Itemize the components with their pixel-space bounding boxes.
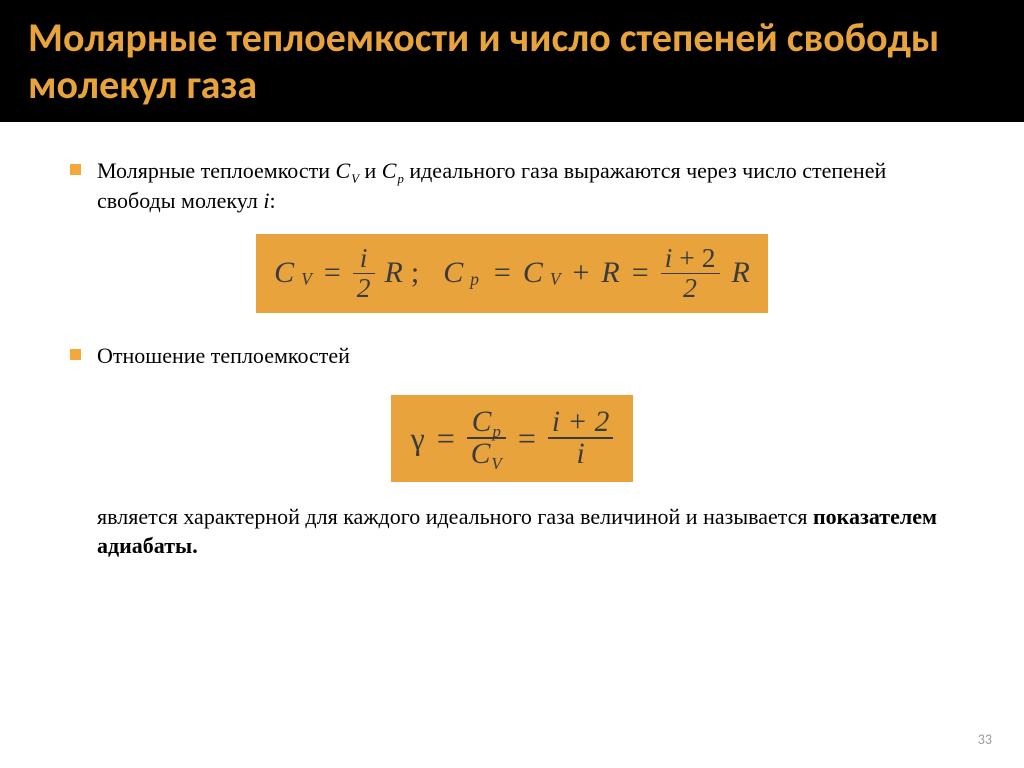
bullet-1-text: Молярные теплоемкости CV и Cp идеального… — [97, 156, 954, 215]
sub-V: V — [491, 454, 501, 473]
fraction: i + 2 i — [548, 407, 613, 470]
op-eq: = — [488, 256, 517, 290]
text-fragment: является характерной для каждого идеальн… — [97, 504, 813, 529]
semicolon: ; — [409, 256, 423, 290]
sub-p: p — [470, 269, 479, 290]
sub-V: V — [301, 269, 312, 290]
bullet-2: Отношение теплоемкостей — [70, 341, 954, 371]
fraction: i + 2 2 — [661, 244, 720, 303]
op-plus: + — [566, 256, 595, 290]
numerator: Cp — [468, 407, 505, 438]
num-2: 2 — [702, 242, 716, 273]
text-fragment: : — [269, 188, 275, 213]
op-eq: = — [512, 420, 542, 457]
var-C: C — [274, 256, 294, 290]
sub-p: p — [397, 172, 403, 186]
numerator: i + 2 — [661, 244, 720, 273]
var-C: C — [523, 256, 543, 290]
op-eq: = — [431, 420, 461, 457]
continuation-text: является характерной для каждого идеальн… — [97, 502, 954, 561]
denominator: i — [573, 439, 589, 470]
op-eq: = — [626, 256, 655, 290]
fraction: Cp CV — [467, 407, 506, 470]
sub-V: V — [550, 269, 561, 290]
formula-1-box: CV = i 2 R; Cp = CV + R = i + 2 2 — [256, 234, 768, 313]
text-fragment: Молярные теплоемкости — [97, 158, 336, 183]
slide-content: Молярные теплоемкости CV и Cp идеального… — [0, 122, 1024, 581]
var-C: C — [382, 158, 397, 183]
formula-2: γ = Cp CV = i + 2 i — [411, 407, 614, 470]
sub-p: p — [492, 422, 501, 441]
page-number: 33 — [978, 731, 992, 748]
formula-2-box: γ = Cp CV = i + 2 i — [391, 395, 634, 482]
formula-1: CV = i 2 R; Cp = CV + R = i + 2 2 — [274, 244, 750, 303]
var-gamma: γ — [411, 420, 425, 457]
op-eq: = — [318, 256, 347, 290]
var-C: C — [336, 158, 351, 183]
var-C: C — [472, 406, 492, 438]
var-i: i — [665, 242, 673, 273]
denominator: 2 — [353, 274, 375, 303]
formula-2-wrap: γ = Cp CV = i + 2 i — [70, 395, 954, 482]
numerator: i + 2 — [548, 407, 613, 438]
var-R: R — [601, 256, 619, 290]
op-plus: + — [679, 242, 695, 273]
title-bar: Молярные теплоемкости и число степеней с… — [0, 0, 1024, 122]
denominator: CV — [467, 439, 506, 470]
bullet-marker — [70, 349, 81, 360]
var-R: R — [385, 256, 403, 290]
bullet-marker — [70, 164, 81, 175]
numerator: i — [356, 244, 372, 273]
sub-V: V — [351, 172, 359, 186]
var-C: C — [443, 256, 463, 290]
fraction: i 2 — [353, 244, 375, 303]
var-C: C — [471, 438, 491, 470]
var-R: R — [732, 256, 750, 290]
text-fragment: и — [359, 158, 382, 183]
bullet-2-text: Отношение теплоемкостей — [97, 341, 350, 371]
slide-title: Молярные теплоемкости и число степеней с… — [28, 14, 996, 108]
formula-1-wrap: CV = i 2 R; Cp = CV + R = i + 2 2 — [70, 234, 954, 313]
denominator: 2 — [679, 274, 701, 303]
bullet-1: Молярные теплоемкости CV и Cp идеального… — [70, 156, 954, 215]
